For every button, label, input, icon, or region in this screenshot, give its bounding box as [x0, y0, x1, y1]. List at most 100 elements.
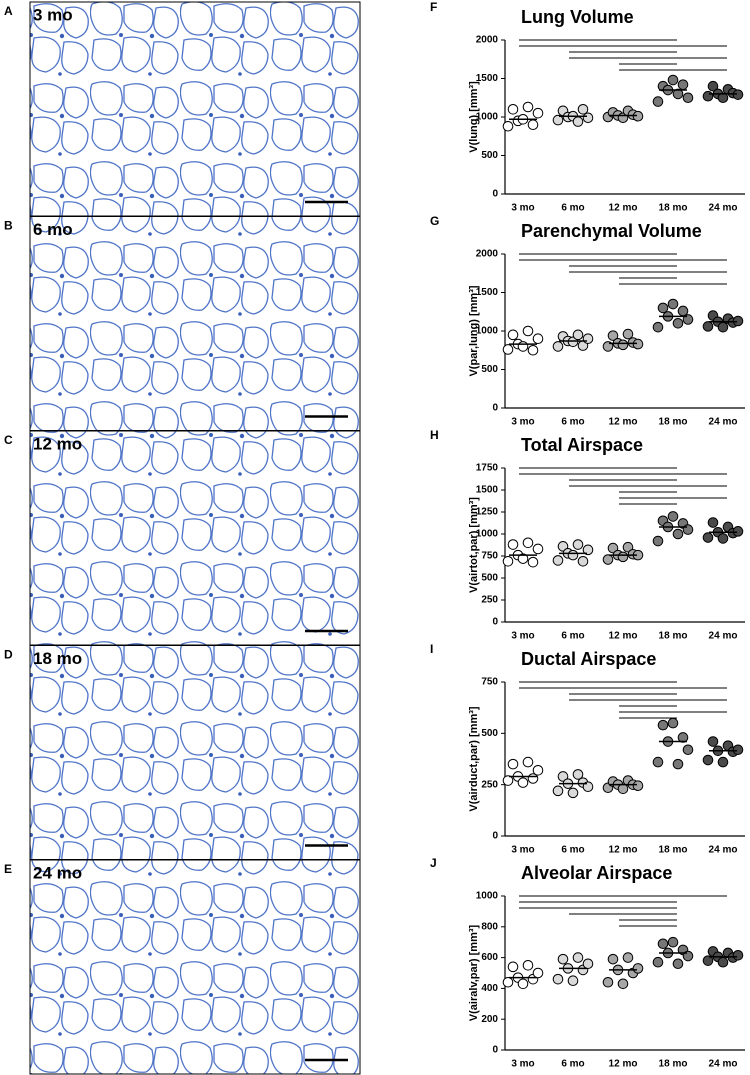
panel-letter: A: [4, 4, 13, 18]
y-tick-label: 0: [492, 403, 498, 414]
data-point: [667, 511, 679, 522]
data-point: [617, 339, 629, 351]
data-point: [632, 780, 644, 791]
panel-letter: C: [4, 433, 13, 447]
data-point: [622, 952, 634, 963]
data-point: [572, 329, 584, 341]
x-tick-label: 24 mo: [709, 417, 738, 428]
y-tick-label: 0: [492, 831, 498, 842]
y-tick-label: 200: [481, 1014, 498, 1025]
data-point: [602, 554, 614, 565]
micrograph-label: 12 mo: [33, 434, 82, 453]
x-tick-label: 3 mo: [511, 1059, 534, 1070]
micrograph-column: A 3 mo B 6 mo C 12 mo D 18 mo E 24 mo: [4, 1, 361, 1075]
x-tick-label: 12 mo: [609, 417, 638, 428]
data-point: [717, 956, 729, 968]
y-tick-label: 800: [481, 921, 498, 932]
x-tick-label: 18 mo: [659, 203, 688, 214]
y-tick-label: 1000: [476, 326, 499, 337]
data-point: [622, 541, 634, 553]
data-point: [667, 717, 679, 729]
panel-letter: F: [430, 0, 437, 14]
data-point: [672, 958, 684, 970]
data-point: [522, 756, 534, 768]
data-point: [682, 92, 694, 104]
x-tick-label: 6 mo: [561, 845, 584, 856]
data-point: [517, 777, 529, 788]
data-point: [707, 736, 719, 747]
data-point: [707, 80, 719, 92]
y-tick-label: 600: [481, 952, 498, 963]
data-point: [702, 90, 714, 102]
panel-letter: B: [4, 219, 13, 233]
data-point: [732, 744, 744, 756]
data-point: [557, 953, 569, 965]
data-point: [652, 956, 664, 968]
data-point: [652, 756, 664, 768]
x-tick-label: 3 mo: [511, 631, 534, 642]
micrograph-label: 6 mo: [33, 220, 73, 239]
data-point: [682, 744, 694, 756]
data-point: [732, 949, 744, 961]
data-point: [582, 544, 594, 556]
data-point: [672, 528, 684, 540]
chart-title: Ductal Airspace: [521, 649, 656, 669]
data-point: [552, 973, 564, 985]
y-tick-label: 1000: [476, 112, 499, 123]
data-point: [702, 532, 714, 543]
chart-title: Parenchymal Volume: [521, 221, 702, 241]
data-point: [507, 104, 519, 115]
chart-column: F Lung Volume V(lung) [mm³] 0 500 1000 1500 200…: [430, 0, 745, 1070]
data-point: [517, 978, 529, 990]
x-tick-label: 12 mo: [609, 1059, 638, 1070]
data-point: [652, 321, 664, 333]
y-tick-label: 1500: [476, 485, 499, 496]
y-tick-label: 1000: [476, 891, 499, 902]
y-tick-label: 2000: [476, 249, 499, 260]
y-tick-label: 0: [492, 617, 498, 628]
y-tick-label: 250: [481, 779, 498, 790]
micrograph-label: 3 mo: [33, 5, 73, 24]
data-point: [652, 535, 664, 547]
data-point: [672, 88, 684, 100]
data-point: [577, 555, 589, 567]
data-point: [532, 764, 544, 776]
data-point: [732, 526, 744, 537]
data-point: [557, 771, 569, 782]
panel-letter: G: [430, 214, 439, 228]
y-tick-label: 500: [481, 573, 498, 584]
micrograph: [29, 430, 361, 646]
data-point: [582, 958, 594, 970]
data-point: [532, 333, 544, 345]
data-point: [502, 555, 514, 567]
micrograph: [29, 216, 361, 431]
data-point: [502, 976, 514, 988]
data-point: [622, 328, 634, 340]
data-point: [632, 963, 644, 974]
data-point: [557, 541, 569, 552]
data-point: [522, 960, 534, 971]
panel-letter: I: [430, 642, 433, 656]
data-point: [652, 96, 664, 107]
y-tick-label: 1500: [476, 287, 499, 298]
data-point: [632, 110, 644, 122]
y-tick-label: 400: [481, 983, 498, 994]
y-tick-label: 1500: [476, 73, 499, 84]
x-tick-label: 24 mo: [709, 203, 738, 214]
data-point: [517, 553, 529, 564]
y-tick-label: 250: [481, 595, 498, 606]
micrograph: [29, 859, 361, 1075]
data-point: [567, 787, 579, 799]
panel-letter: D: [4, 648, 13, 662]
x-tick-label: 18 mo: [659, 631, 688, 642]
data-point: [522, 537, 534, 549]
data-point: [502, 775, 514, 786]
data-point: [507, 758, 519, 770]
data-point: [657, 938, 669, 950]
data-point: [702, 955, 714, 966]
data-point: [522, 101, 534, 113]
x-tick-label: 6 mo: [561, 203, 584, 214]
data-point: [657, 719, 669, 731]
y-tick-label: 2000: [476, 35, 499, 46]
